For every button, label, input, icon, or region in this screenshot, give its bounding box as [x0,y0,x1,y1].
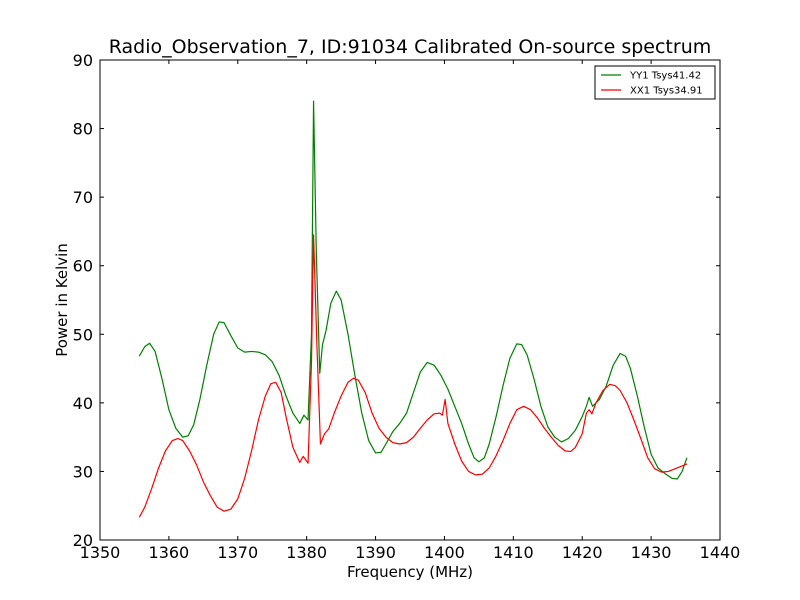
y-tick-label: 80 [73,120,93,139]
series-line-xx1 [138,234,688,518]
ticks-layer [99,59,721,541]
y-tick-label: 70 [73,188,93,207]
series-layer [138,100,688,518]
legend-box [594,65,716,100]
legend-label-yy1: YY1 Tsys41.42 [629,71,701,82]
y-tick-label: 50 [73,325,93,344]
chart-title: Radio_Observation_7, ID:91034 Calibrated… [109,36,712,58]
x-tick-labels: 1350 1360 1370 1380 1390 1400 1410 1420 1430 1440 [80,543,741,562]
series-line-yy1 [138,100,688,480]
legend-label-xx1: XX1 Tsys34.91 [630,86,703,97]
y-axis-label: Power in Kelvin [53,243,71,357]
x-tick-label: 1360 [149,543,190,562]
x-tick-label: 1430 [631,543,672,562]
y-tick-label: 30 [73,462,93,481]
x-tick-label: 1400 [424,543,465,562]
y-tick-label: 60 [73,257,93,276]
x-tick-label: 1390 [355,543,396,562]
x-tick-label: 1370 [217,543,258,562]
plot-area [99,59,721,541]
y-tick-label: 90 [73,51,93,70]
y-tick-labels: 20 30 40 50 60 70 80 90 [73,51,93,550]
x-tick-label: 1440 [700,543,741,562]
y-tick-label: 20 [73,531,93,550]
x-tick-label: 1420 [562,543,603,562]
legend: YY1 Tsys41.42 XX1 Tsys34.91 [594,65,716,100]
y-tick-label: 40 [73,394,93,413]
x-tick-label: 1410 [493,543,534,562]
plot-frame [99,59,721,541]
x-tick-label: 1380 [286,543,327,562]
x-tick-label: 1350 [80,543,121,562]
x-axis-label: Frequency (MHz) [347,563,473,581]
